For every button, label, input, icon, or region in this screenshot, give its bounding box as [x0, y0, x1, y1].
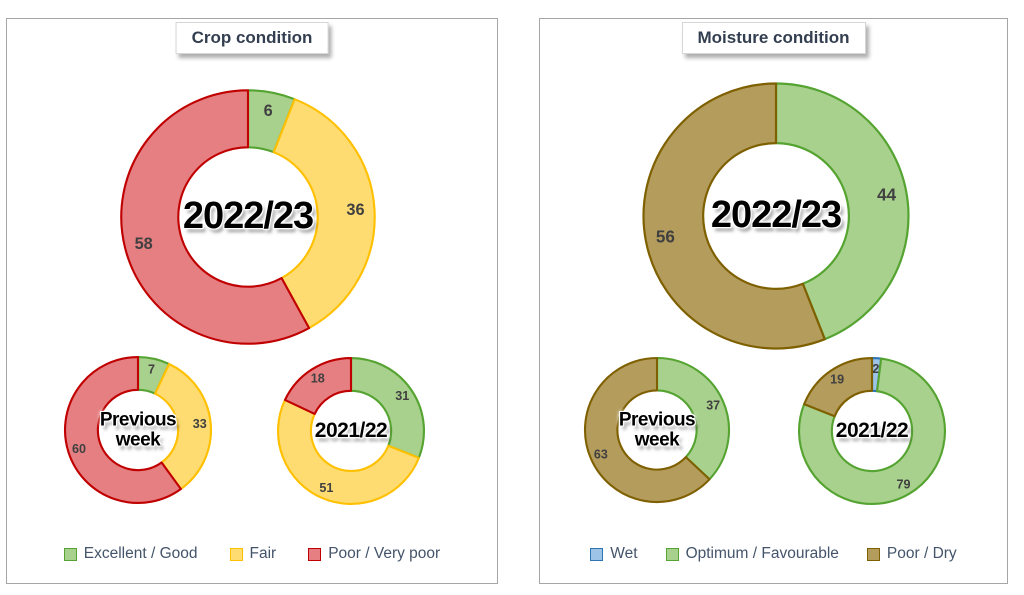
wet-swatch-icon: [590, 547, 604, 561]
moisture-chart-title: Moisture condition: [681, 22, 866, 54]
slice-fair: [154, 362, 213, 491]
poor-dry-swatch-icon: [866, 547, 880, 561]
optimum-favourable-swatch-icon: [665, 547, 679, 561]
slice-optimum-favourable: [774, 82, 910, 341]
slice-label-poor-dry: 63: [594, 447, 608, 461]
moisture-legend-item-poor-dry: Poor / Dry: [866, 545, 957, 563]
moisture-donut-previous-week-center-label: Previous week: [618, 409, 696, 450]
slice-label-excellent-good: 7: [148, 362, 155, 376]
crop-donut-2022-23-center-label: 2022/23: [182, 195, 314, 238]
slice-label-optimum-favourable: 79: [897, 477, 911, 491]
slice-label-fair: 33: [193, 417, 207, 431]
moisture-legend-item-wet: Wet: [590, 545, 638, 563]
moisture-donut-2021-22-center-label: 2021/22: [835, 419, 909, 443]
slice-optimum-favourable: [655, 356, 731, 481]
slice-label-fair: 51: [319, 481, 333, 495]
moisture-legend-label: Optimum / Favourable: [685, 545, 839, 562]
crop-donut-previous-week: 7 33 60 Previous week: [62, 354, 214, 506]
slice-optimum-favourable: [797, 357, 947, 506]
crop-condition-panel: Crop condition 6 36 58 2022/23 7 33 60 Previ…: [6, 18, 498, 584]
slice-excellent-good: [349, 356, 426, 459]
crop-legend-label: Fair: [249, 545, 277, 562]
slice-poor-dry: [642, 82, 826, 350]
moisture-donut-2021-22: 2 79 19 2021/22: [796, 355, 948, 507]
crop-chart-title: Crop condition: [175, 22, 329, 54]
moisture-legend-label: Wet: [610, 545, 638, 562]
crop-legend-item-poor-very-poor: Poor / Very poor: [308, 545, 440, 563]
slice-poor-very-poor: [63, 355, 182, 504]
slice-label-excellent-good: 31: [395, 389, 409, 403]
crop-donut-2021-22-center-label: 2021/22: [314, 419, 388, 443]
crop-donut-previous-week-svg: 7 33 60: [63, 355, 213, 504]
slice-poor-very-poor: [283, 356, 353, 415]
slice-poor-very-poor: [120, 89, 311, 345]
moisture-donut-2021-22-svg: 2 79 19: [797, 356, 947, 506]
slice-label-poor-very-poor: 58: [135, 235, 153, 253]
moisture-chart-title-text: Moisture condition: [697, 28, 850, 47]
slice-fair: [277, 398, 420, 505]
fair-swatch-icon: [229, 547, 243, 561]
moisture-donut-2022-23-center-label: 2022/23: [710, 194, 842, 237]
crop-donut-2021-22: 31 51 18 2021/22: [275, 355, 427, 507]
crop-donut-2021-22-svg: 31 51 18: [277, 356, 426, 505]
crop-donut-previous-week-center-label: Previous week: [99, 409, 177, 450]
slice-fair: [272, 98, 376, 330]
crop-legend-label: Excellent / Good: [83, 545, 198, 562]
slice-poor-dry: [583, 356, 711, 503]
excellent-good-swatch-icon: [63, 547, 77, 561]
moisture-legend: Wet Optimum / Favourable Poor / Dry: [540, 545, 1007, 563]
crop-donut-2022-23-svg: 6 36 58: [120, 89, 376, 345]
slice-label-optimum-favourable: 44: [877, 185, 897, 204]
crop-legend-item-excellent-good: Excellent / Good: [63, 545, 198, 563]
slice-label-excellent-good: 6: [264, 102, 273, 120]
crop-chart-title-text: Crop condition: [191, 28, 313, 47]
moisture-legend-item-optimum-favourable: Optimum / Favourable: [665, 545, 839, 563]
slice-label-optimum-favourable: 37: [706, 399, 720, 413]
crop-donut-2022-23: 6 36 58 2022/23: [116, 85, 380, 349]
moisture-legend-label: Poor / Dry: [886, 545, 957, 562]
slice-label-fair: 36: [346, 201, 364, 219]
slice-label-poor-very-poor: 60: [72, 442, 86, 456]
slice-poor-dry: [803, 356, 874, 418]
crop-legend-label: Poor / Very poor: [328, 545, 441, 562]
slice-label-wet: 2: [872, 362, 879, 376]
poor-very-poor-swatch-icon: [308, 547, 322, 561]
crop-legend-item-fair: Fair: [229, 545, 277, 563]
slice-label-poor-dry: 56: [656, 228, 675, 247]
crop-legend: Excellent / Good Fair Poor / Very poor: [7, 545, 497, 563]
slice-label-poor-dry: 19: [830, 373, 844, 387]
slice-label-poor-very-poor: 18: [311, 372, 325, 386]
